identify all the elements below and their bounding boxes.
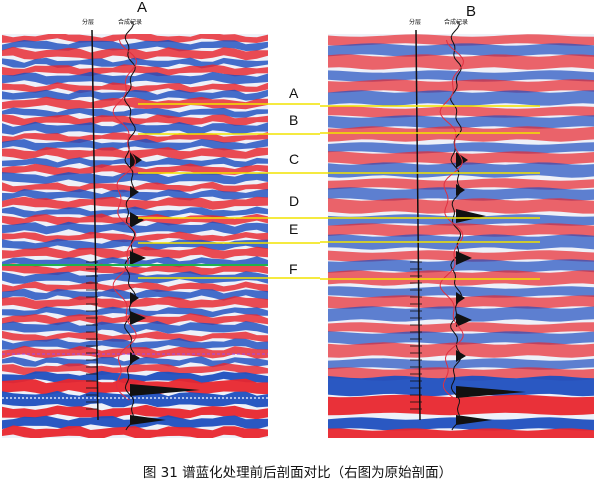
- panel-b-label: B: [466, 3, 477, 20]
- reflection-band: [2, 107, 268, 119]
- seismic-band-group-b: [328, 34, 594, 438]
- synthetic-b-spike: [456, 313, 472, 327]
- reflection-band: [2, 46, 268, 61]
- synthetic-a-spike: [130, 384, 200, 396]
- reflection-band: [328, 394, 594, 416]
- seismic-band-group-a: [2, 34, 268, 438]
- reflection-band: [2, 338, 268, 351]
- synthetic-b-spike: [456, 292, 465, 304]
- synthetic-b-spike: [456, 415, 492, 425]
- reflection-band: [2, 196, 268, 210]
- reflection-band: [328, 142, 594, 154]
- synthetic-a-spike: [130, 186, 139, 198]
- reflection-band: [328, 79, 594, 93]
- reflection-band: [328, 358, 594, 370]
- reflection-band: [2, 189, 268, 201]
- reflection-band: [2, 362, 268, 376]
- synthetic-a-spike: [130, 311, 146, 325]
- reflection-band: [2, 221, 268, 235]
- panel-a-label: A: [137, 0, 148, 16]
- reflection-band: [328, 43, 594, 57]
- reflection-band: [2, 138, 268, 151]
- reflection-band: [328, 106, 594, 118]
- reflection-band: [2, 271, 268, 285]
- synthetic-b-spike: [456, 184, 465, 196]
- reflection-band: [328, 34, 594, 46]
- reflection-band: [2, 206, 268, 218]
- reflection-band: [2, 238, 268, 251]
- reflection-band: [328, 295, 594, 309]
- synthetic-b-spike: [456, 386, 526, 398]
- reflection-band: [328, 428, 594, 438]
- well-log-curve-a: [112, 39, 138, 401]
- panel-a-stratum-header: 分层: [82, 19, 95, 26]
- horizon-label-e: E: [289, 221, 299, 237]
- panel-a-synthetic-header: 合成记录: [118, 19, 143, 26]
- synthetic-b-spike: [456, 350, 466, 362]
- reflection-band: [2, 320, 268, 334]
- reflection-band: [328, 90, 594, 106]
- synthetic-a-spike: [130, 212, 144, 228]
- reflection-band: [328, 70, 594, 82]
- reflection-band: [2, 246, 268, 260]
- horizon-label-a: A: [289, 85, 299, 101]
- reflection-band: [328, 178, 594, 190]
- reflection-band: [2, 345, 268, 359]
- well-log-curve-b: [439, 39, 465, 401]
- reflection-band: [2, 181, 268, 193]
- reflection-band: [2, 281, 268, 293]
- reflection-band: [328, 162, 594, 178]
- reflection-band: [328, 306, 594, 322]
- synthetic-b-spike: [456, 251, 472, 265]
- reflection-band: [328, 259, 594, 273]
- reflection-band: [2, 404, 268, 420]
- reflection-band: [328, 126, 594, 142]
- well-track-line-b: [415, 29, 421, 421]
- reflection-band: [2, 172, 268, 185]
- reflection-band: [328, 331, 594, 345]
- horizon-label-f: F: [289, 261, 298, 277]
- synthetic-a-spike: [130, 352, 140, 364]
- reflection-band: [2, 71, 268, 85]
- reflection-band: [2, 82, 268, 94]
- well-track-line-a: [91, 29, 99, 421]
- reflection-band: [328, 270, 594, 286]
- reflection-band: [328, 187, 594, 201]
- reflection-band: [2, 34, 268, 43]
- reflection-band: [2, 296, 268, 310]
- synthetic-a-spike: [130, 292, 139, 304]
- synthetic-a-spike: [130, 415, 166, 425]
- reflection-band: [328, 375, 594, 397]
- reflection-band: [328, 286, 594, 298]
- reflection-band: [328, 54, 594, 70]
- horizon-label-b: B: [289, 112, 299, 128]
- reflection-band: [2, 306, 268, 318]
- reflection-band: [328, 198, 594, 214]
- reflection-band: [328, 342, 594, 358]
- reflection-band: [2, 147, 268, 160]
- reflection-band: [2, 330, 268, 343]
- horizon-label-c: C: [289, 151, 300, 167]
- reflection-band: [2, 425, 268, 438]
- reflection-band: [2, 96, 268, 110]
- panel-b-stratum-header: 分层: [409, 19, 422, 26]
- reflection-band: [2, 114, 268, 126]
- horizon-label-d: D: [289, 193, 300, 209]
- synthetic-a-spike: [130, 251, 146, 265]
- figure-caption: 图 31 谱蓝化处理前后剖面对比（右图为原始剖面）: [142, 465, 453, 481]
- reflection-band: [328, 115, 594, 129]
- synthetic-b-spike: [456, 209, 486, 223]
- reflection-band: [328, 322, 594, 334]
- panel-b-synthetic-header: 合成记录: [444, 19, 469, 26]
- reflection-band: [2, 390, 268, 408]
